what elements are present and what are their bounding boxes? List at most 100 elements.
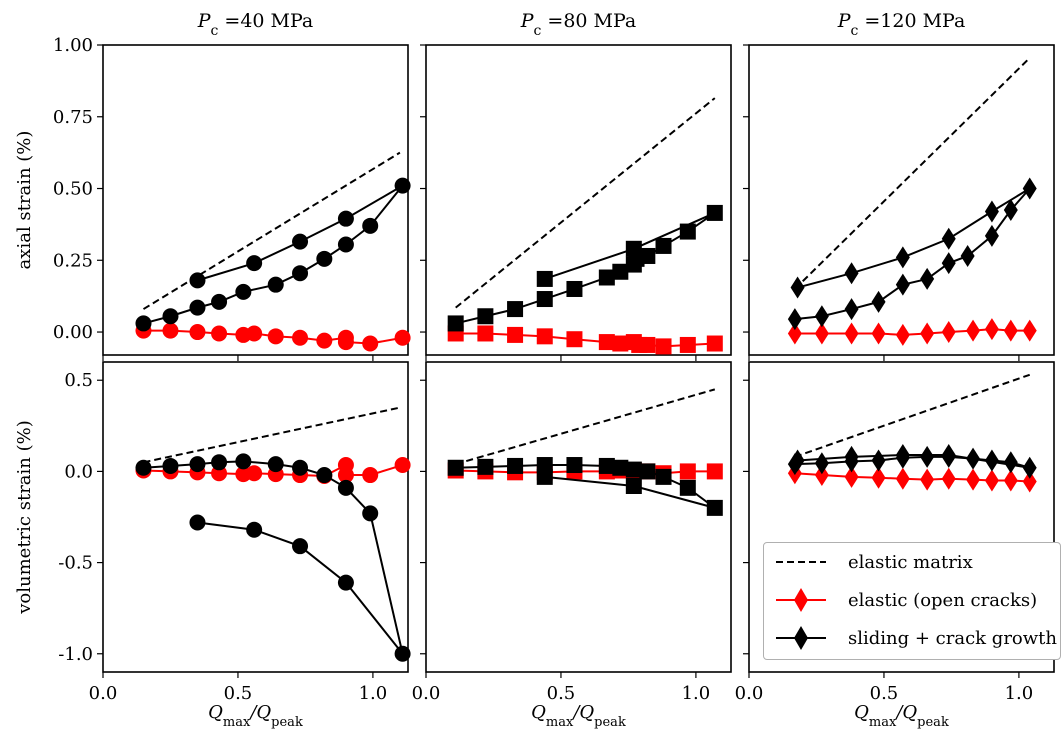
panel-1-2-point-sliding	[612, 263, 629, 280]
panel-2-1-point-open-cracks	[362, 467, 379, 484]
panel-2-2-frame	[425, 361, 732, 673]
panel-1-3-point-open-cracks	[787, 322, 802, 345]
panel-2-2-point-sliding	[706, 499, 723, 516]
panel-1-1-point-sliding	[189, 272, 206, 289]
panel-2-2-line-open-cracks	[455, 469, 715, 475]
panel-1-1-ytick-label: 0.25	[53, 250, 93, 271]
panel-2-1-line-sliding	[143, 460, 404, 655]
panel-1-2-point-open-cracks	[598, 334, 615, 351]
panel-1-3-point-open-cracks	[984, 318, 999, 341]
panel-2-2-point-sliding	[655, 468, 672, 485]
panel-1-1-point-open-cracks	[316, 332, 333, 349]
panel-2-3-frame	[748, 361, 1055, 673]
panel-2-1-ytick-label: -1.0	[58, 644, 93, 665]
panel-1-3-point-sliding	[814, 305, 829, 328]
panel-2-3-point-open-cracks	[941, 467, 956, 490]
panel-1-1-point-open-cracks	[362, 335, 379, 352]
panel-1-1-point-sliding	[337, 210, 354, 227]
panel-2-1-point-sliding	[235, 453, 252, 470]
panel-2-2-point-sliding	[566, 457, 583, 474]
panel-2-2-point-sliding	[536, 468, 553, 485]
panel-1-1-ytick-label: 0.50	[53, 179, 93, 200]
panel-2-1-point-open-cracks	[246, 465, 263, 482]
panel-1-1-point-sliding	[135, 315, 152, 332]
panel-1-2-point-open-cracks	[706, 335, 723, 352]
panel-2-1-point-sliding	[135, 459, 152, 476]
panel-1-2-point-open-cracks	[639, 336, 656, 353]
panel-1-3-line-sliding	[794, 187, 1031, 321]
panel-2-1-point-sliding	[292, 538, 309, 555]
panel-1-1-ylabel: axial strain (%)	[14, 131, 35, 270]
panel-2-3-point-open-cracks	[1003, 469, 1018, 492]
panel-1-1-point-sliding	[316, 250, 333, 267]
panel-1-1-point-sliding	[337, 236, 354, 253]
panel-2-1-point-open-cracks	[394, 457, 411, 474]
panel-1-1-point-open-cracks	[162, 322, 179, 339]
panel-1-1-point-sliding	[362, 217, 379, 234]
panel-2-1-xlabel: Qmax/Qpeak	[208, 702, 303, 730]
panel-1-2-point-sliding	[679, 223, 696, 240]
panel-2-1-point-sliding	[162, 457, 179, 474]
panel-2-1-frame	[102, 361, 409, 673]
panel-1-3-point-open-cracks	[941, 321, 956, 344]
panel-2-2-point-open-cracks	[706, 463, 723, 480]
panel-2-3-point-sliding	[871, 449, 886, 472]
panel-1-1-point-sliding	[235, 283, 252, 300]
panel-1-1-point-open-cracks	[189, 324, 206, 341]
panel-2-2-xtick-label: 0.5	[547, 683, 576, 704]
panel-1-3-point-sliding	[895, 246, 910, 269]
panel-2-1-point-sliding	[246, 521, 263, 538]
panel-2-1-ytick-label: 0.0	[64, 461, 93, 482]
panel-2-1-point-sliding	[337, 574, 354, 591]
panel-2-3-point-open-cracks	[966, 468, 981, 491]
panel-2-3-xtick-label: 0.0	[735, 683, 764, 704]
panel-1-2-point-sliding	[507, 301, 524, 318]
panel-2-1-point-sliding	[337, 479, 354, 496]
panel-1-1-ytick-label: 1.00	[53, 35, 93, 56]
panel-2-1-line-elastic-matrix	[143, 406, 401, 464]
panel-1-1-point-open-cracks	[246, 325, 263, 342]
panel-2-2-point-sliding	[507, 457, 524, 474]
panel-2-1-point-sliding	[394, 645, 411, 662]
panel-1-2-point-open-cracks	[477, 325, 494, 342]
panel-1-2-point-open-cracks	[655, 338, 672, 355]
panel-2-3-xlabel: Qmax/Qpeak	[854, 702, 949, 730]
panel-1-1-line-sliding	[143, 184, 404, 325]
panel-2-2-point-sliding	[447, 459, 464, 476]
panel-1-2-point-sliding	[639, 247, 656, 264]
panel-1-2-point-sliding	[655, 237, 672, 254]
legend-label-elastic-open-cracks: elastic (open cracks)	[848, 590, 1037, 611]
panel-2-2-point-open-cracks	[679, 463, 696, 480]
panel-2-1-point-open-cracks	[211, 465, 228, 482]
panel-2-3-point-open-cracks	[895, 467, 910, 490]
panel-1-3-point-sliding	[844, 298, 859, 321]
panel-1-2-point-sliding	[536, 291, 553, 308]
panel-2-1-point-sliding	[362, 505, 379, 522]
panel-1-3-point-open-cracks	[871, 322, 886, 345]
panel-2-1-xtick-label: 0.0	[89, 683, 118, 704]
panel-1-3-point-open-cracks	[1003, 319, 1018, 342]
panel-1-1-frame	[102, 44, 409, 356]
panel-2-3-point-open-cracks	[844, 465, 859, 488]
panel-2-3-point-sliding	[1022, 456, 1037, 479]
panel-1-1-point-sliding	[394, 177, 411, 194]
panel-2-3-point-sliding	[790, 449, 805, 472]
panel-2-1-point-sliding	[189, 456, 206, 473]
legend-label-elastic-matrix: elastic matrix	[848, 552, 973, 573]
panel-1-2-point-open-cracks	[507, 326, 524, 343]
panel-1-1-point-sliding	[211, 293, 228, 310]
panel-1-2-line-elastic-matrix	[455, 97, 716, 309]
panel-1-3-point-sliding	[1022, 177, 1037, 200]
panel-1-3-point-sliding	[871, 290, 886, 313]
panel-1-2-frame	[425, 44, 732, 356]
column-title-1: Pc =40 MPa	[197, 10, 314, 39]
panel-2-1-point-sliding	[267, 456, 284, 473]
panel-1-1-point-sliding	[292, 265, 309, 282]
panel-1-3-point-sliding	[960, 244, 975, 267]
panel-1-2-line-sliding	[455, 212, 716, 325]
panel-1-1-point-sliding	[292, 233, 309, 250]
panel-1-2-point-sliding	[477, 308, 494, 325]
panel-2-2-point-sliding	[679, 479, 696, 496]
panel-1-3-point-open-cracks	[1022, 319, 1037, 342]
panel-1-2-point-sliding	[625, 240, 642, 257]
